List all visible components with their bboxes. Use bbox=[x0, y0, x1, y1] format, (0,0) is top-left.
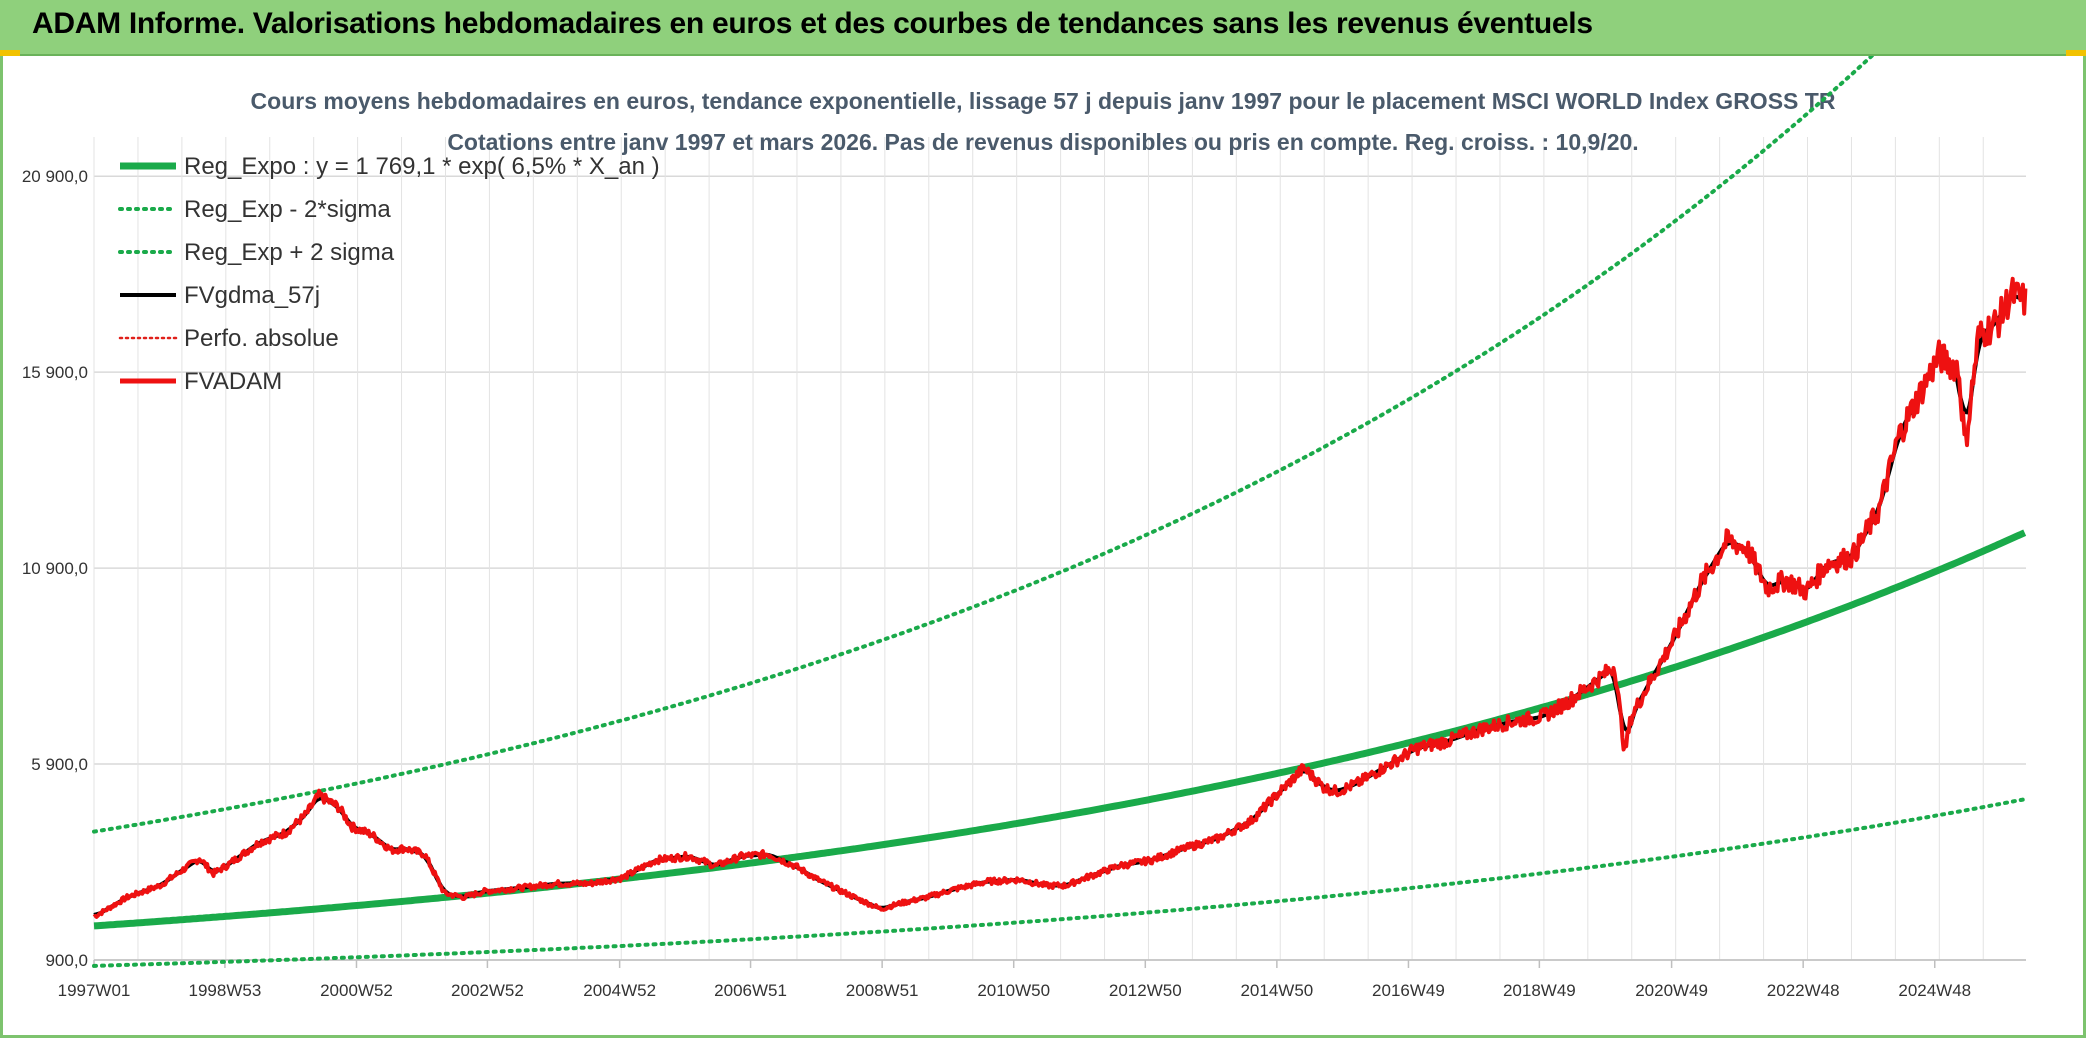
legend-label: FVADAM bbox=[184, 368, 282, 395]
chart-grid bbox=[93, 137, 2026, 961]
series-reg-expo bbox=[93, 529, 2027, 930]
y-tick-label: 900,0 bbox=[45, 951, 88, 970]
chart-subtitle: Cotations entre janv 1997 et mars 2026. … bbox=[447, 129, 1638, 155]
x-tick-label: 2008W51 bbox=[846, 981, 919, 1000]
legend-label: Reg_Exp - 2*sigma bbox=[184, 196, 391, 223]
x-tick-label: 2014W50 bbox=[1240, 981, 1313, 1000]
x-axis: 1997W01 1998W53 2000W52 2002W52 2004W52 2006W… bbox=[58, 960, 1971, 1000]
x-tick-label: 2018W49 bbox=[1503, 981, 1576, 1000]
legend-label: Reg_Expo : y = 1 769,1 * exp( 6,5% * X_a… bbox=[184, 153, 660, 180]
page-title: ADAM Informe. Valorisations hebdomadaire… bbox=[32, 7, 1593, 40]
chart-title: Cours moyens hebdomadaires en euros, ten… bbox=[251, 88, 1836, 114]
x-tick-label: 1997W01 bbox=[58, 981, 131, 1000]
x-tick-label: 1998W53 bbox=[189, 981, 262, 1000]
header-bar: ADAM Informe. Valorisations hebdomadaire… bbox=[0, 0, 2086, 56]
x-tick-label: 2002W52 bbox=[451, 981, 524, 1000]
series-fvgdma-57j bbox=[93, 294, 2027, 917]
series-reg-lower-band bbox=[92, 797, 2027, 968]
series-fvadam bbox=[92, 276, 2028, 919]
x-tick-label: 2024W48 bbox=[1898, 981, 1971, 1000]
accent-marker-right bbox=[2066, 50, 2086, 56]
legend: Reg_Expo : y = 1 769,1 * exp( 6,5% * X_a… bbox=[118, 153, 660, 395]
x-tick-label: 2004W52 bbox=[583, 981, 656, 1000]
x-tick-label: 2020W49 bbox=[1635, 981, 1708, 1000]
x-tick-label: 2000W52 bbox=[320, 981, 393, 1000]
legend-label: Perfo. absolue bbox=[184, 325, 339, 352]
legend-label: FVgdma_57j bbox=[184, 282, 320, 309]
x-tick-label: 2012W50 bbox=[1109, 981, 1182, 1000]
series-group bbox=[92, 56, 2028, 968]
legend-label: Reg_Exp + 2 sigma bbox=[184, 239, 395, 266]
y-tick-label: 15 900,0 bbox=[22, 363, 88, 382]
x-tick-label: 2016W49 bbox=[1372, 981, 1445, 1000]
y-tick-label: 5 900,0 bbox=[31, 755, 88, 774]
x-tick-label: 2010W50 bbox=[977, 981, 1050, 1000]
line-chart: Cours moyens hebdomadaires en euros, ten… bbox=[22, 56, 2028, 1000]
y-tick-label: 10 900,0 bbox=[22, 559, 88, 578]
series-reg-upper-band bbox=[92, 56, 1875, 834]
y-tick-label: 20 900,0 bbox=[22, 167, 88, 186]
accent-marker-left bbox=[0, 50, 20, 56]
y-axis: 900,0 5 900,0 10 900,0 15 900,0 20 900,0 bbox=[22, 167, 88, 970]
x-tick-label: 2006W51 bbox=[714, 981, 787, 1000]
x-tick-label: 2022W48 bbox=[1767, 981, 1840, 1000]
